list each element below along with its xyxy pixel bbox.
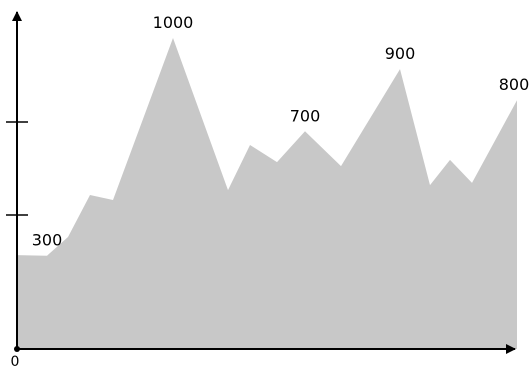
origin-dot bbox=[14, 346, 20, 352]
data-label: 700 bbox=[290, 106, 321, 125]
data-label: 300 bbox=[32, 231, 63, 250]
data-label: 800 bbox=[499, 75, 530, 94]
origin-label: 0 bbox=[11, 354, 20, 369]
data-label: 1000 bbox=[153, 13, 194, 32]
data-label: 900 bbox=[385, 44, 416, 63]
area bbox=[17, 38, 517, 349]
